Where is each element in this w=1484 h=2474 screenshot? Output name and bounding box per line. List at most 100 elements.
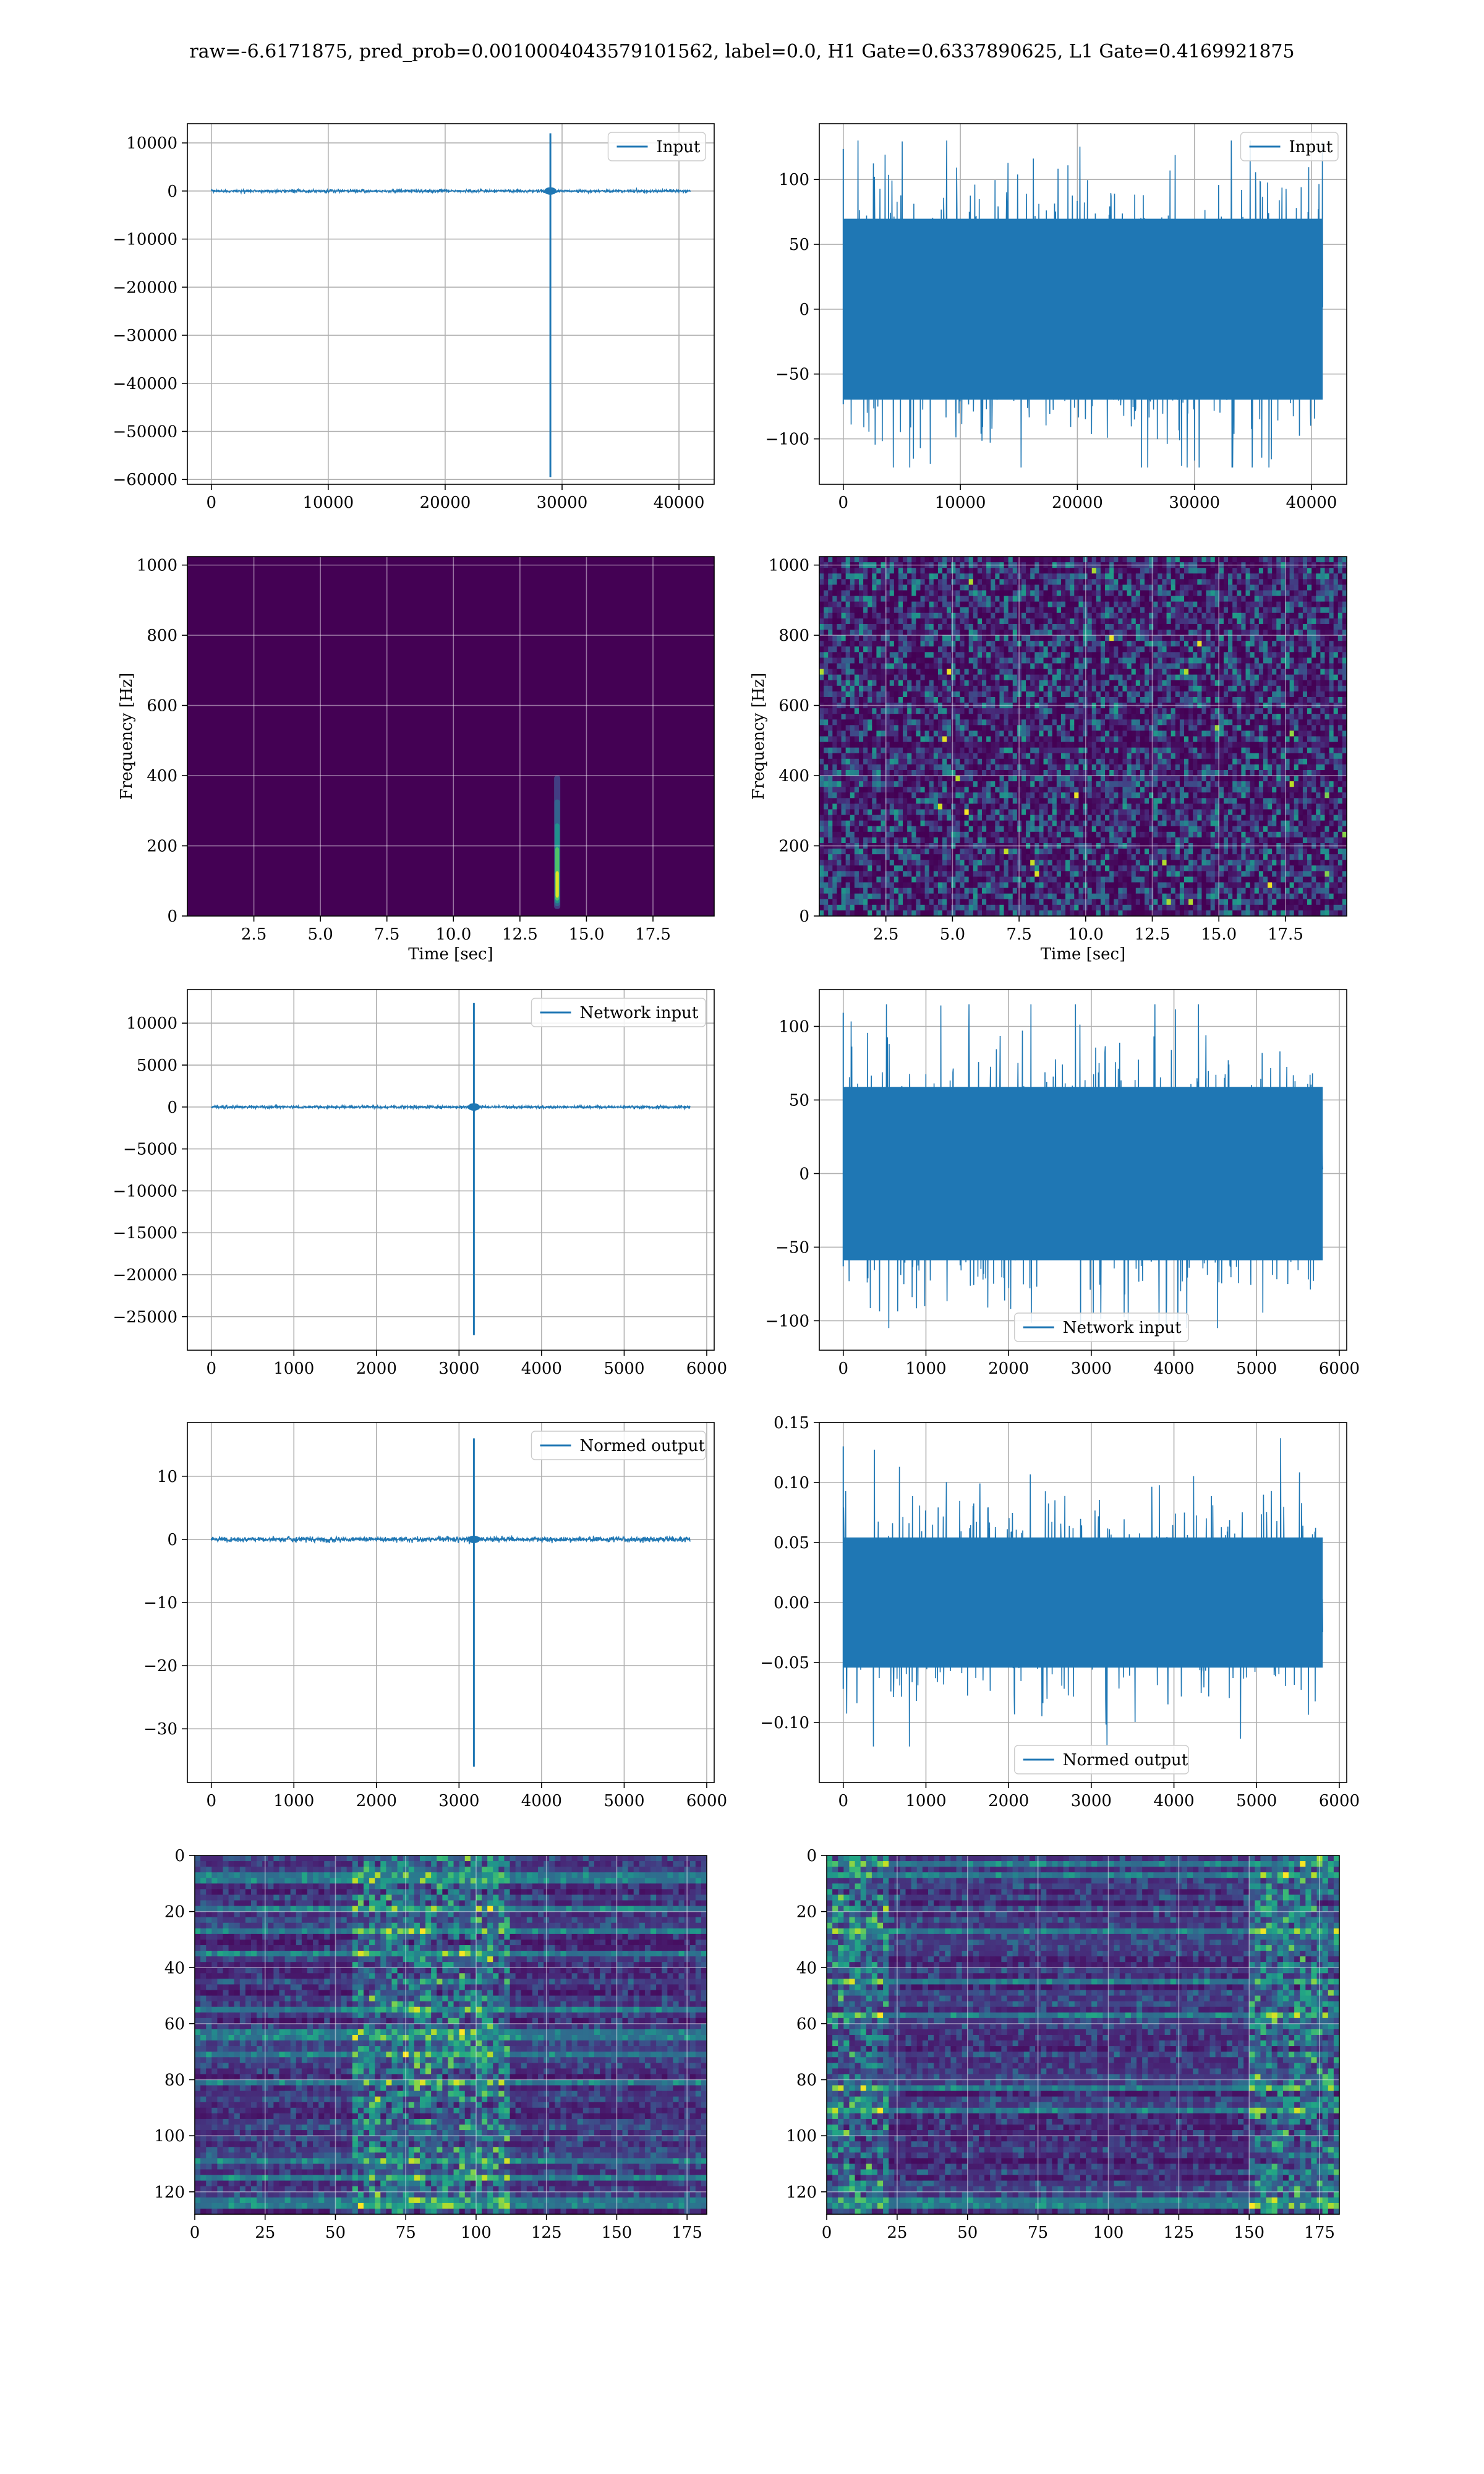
spectrogram-cell	[933, 865, 939, 871]
spectrogram-cell	[916, 730, 921, 737]
spectrogram-cell	[1060, 787, 1066, 793]
spectrogram-cell	[920, 871, 926, 877]
spectrogram-cell	[924, 893, 930, 900]
spectrogram-cell	[881, 910, 886, 917]
spectrogram-cell	[832, 557, 837, 563]
spectrogram-cell	[1109, 781, 1114, 787]
spectrogram-cell	[1145, 573, 1149, 580]
spectrogram-cell	[995, 860, 1000, 866]
spectrogram-cell	[837, 579, 842, 585]
spectrogram-cell	[858, 696, 864, 703]
spectrogram-cell	[986, 904, 991, 911]
spectrogram-cell	[1145, 630, 1149, 636]
spectrogram-cell	[889, 601, 895, 608]
spectrogram-cell	[964, 562, 970, 568]
spectrogram-cell	[893, 696, 899, 703]
spectrogram-cell	[999, 860, 1005, 866]
spectrogram-cell	[1105, 747, 1110, 754]
spectrogram-cell	[1149, 685, 1154, 692]
spectrogram-cell	[991, 831, 996, 838]
spectrogram-cell	[903, 860, 908, 866]
spectrogram-cell	[1083, 781, 1088, 787]
spectrogram-cell	[1021, 792, 1026, 798]
spectrogram-cell	[924, 601, 930, 608]
spectrogram-cell	[1012, 831, 1018, 838]
spectrogram-cell	[824, 590, 829, 597]
spectrogram-cell	[942, 882, 947, 889]
spectrogram-cell	[916, 685, 921, 692]
spectrogram-cell	[1118, 607, 1123, 614]
spectrogram-cell	[916, 573, 921, 580]
spectrogram-cell	[973, 888, 978, 894]
spectrogram-cell	[991, 899, 996, 905]
spectrogram-cell	[903, 641, 908, 647]
spectrogram-cell	[845, 904, 851, 911]
spectrogram-cell	[863, 674, 868, 681]
spectrogram-cell	[1026, 601, 1031, 608]
spectrogram-cell	[1114, 708, 1119, 714]
spectrogram-cell	[947, 612, 952, 619]
spectrogram-cell	[933, 803, 939, 810]
spectrogram-cell	[982, 860, 987, 866]
spectrogram-cell	[898, 691, 903, 698]
spectrogram-cell	[863, 787, 868, 793]
spectrogram-cell	[858, 792, 864, 798]
spectrogram-cell	[920, 641, 926, 647]
spectrogram-cell	[1039, 557, 1044, 563]
spectrogram-cell	[881, 680, 886, 687]
spectrogram-cell	[960, 568, 965, 574]
spectrogram-cell	[889, 646, 895, 653]
spectrogram-cell	[1114, 641, 1119, 647]
spectrogram-cell	[977, 573, 983, 580]
spectrogram-cell	[1017, 601, 1022, 608]
spectrogram-cell	[898, 831, 903, 838]
spectrogram-cell	[947, 893, 952, 900]
spectrogram-cell	[947, 831, 952, 838]
spectrogram-cell	[819, 596, 824, 602]
spectrogram-cell	[1114, 696, 1119, 703]
spectrogram-cell	[863, 579, 868, 585]
spectrogram-cell	[982, 781, 987, 787]
spectrogram-cell	[951, 714, 956, 720]
spectrogram-cell	[911, 904, 916, 911]
spectrogram-cell	[1091, 680, 1097, 687]
spectrogram-cell	[872, 888, 877, 894]
spectrogram-cell	[850, 635, 855, 641]
spectrogram-cell	[1091, 826, 1097, 833]
spectrogram-cell	[968, 736, 974, 743]
spectrogram-cell	[903, 904, 908, 911]
spectrogram-cell	[1056, 618, 1062, 625]
spectrogram-cell	[1122, 854, 1128, 860]
spectrogram-cell	[960, 876, 965, 883]
spectrogram-cell	[973, 652, 978, 658]
spectrogram-cell	[1140, 601, 1145, 608]
spectrogram-cell	[1122, 849, 1128, 855]
spectrogram-cell	[1105, 623, 1110, 630]
spectrogram-cell	[885, 691, 890, 698]
spectrogram-cell	[1026, 831, 1031, 838]
spectrogram-cell	[955, 601, 960, 608]
spectrogram-cell	[841, 708, 846, 714]
spectrogram-cell	[942, 635, 947, 641]
spectrogram-cell	[1056, 854, 1062, 860]
spectrogram-cell	[889, 893, 895, 900]
spectrogram-cell	[937, 719, 943, 726]
spectrogram-cell	[937, 623, 943, 630]
spectrogram-cell	[920, 776, 926, 782]
spectrogram-cell	[1070, 776, 1075, 782]
spectrogram-cell	[951, 899, 956, 905]
spectrogram-cell	[854, 584, 859, 591]
spectrogram-cell	[951, 641, 956, 647]
spectrogram-cell	[837, 725, 842, 731]
spectrogram-cell	[1034, 854, 1039, 860]
spectrogram-cell	[854, 691, 859, 698]
spectrogram-cell	[858, 725, 864, 731]
spectrogram-cell	[968, 758, 974, 765]
spectrogram-cell	[977, 674, 983, 681]
spectrogram-cell	[819, 691, 824, 698]
spectrogram-cell	[1109, 899, 1114, 905]
spectrogram-cell	[893, 641, 899, 647]
spectrogram-cell	[841, 703, 846, 709]
spectrogram-cell	[889, 736, 895, 743]
spectrogram-cell	[1118, 680, 1123, 687]
